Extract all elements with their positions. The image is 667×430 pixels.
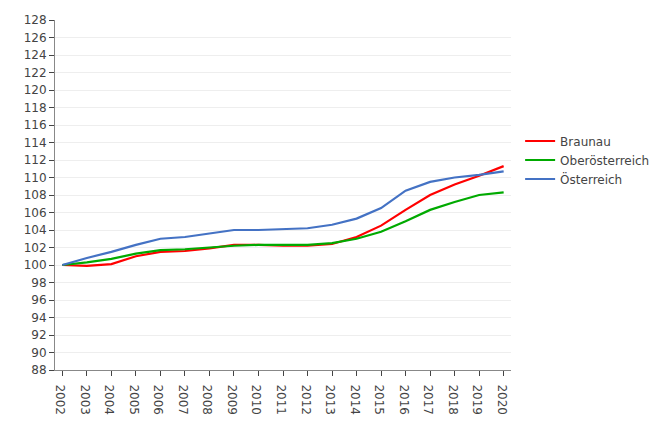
svg-text:124: 124 [24, 48, 47, 62]
svg-text:100: 100 [24, 258, 47, 272]
svg-text:Österreich: Österreich [560, 171, 622, 187]
svg-text:2019: 2019 [470, 384, 484, 415]
svg-text:110: 110 [24, 171, 47, 185]
svg-text:116: 116 [24, 118, 47, 132]
svg-text:128: 128 [24, 13, 47, 27]
svg-text:Braunau: Braunau [560, 135, 611, 149]
svg-text:2008: 2008 [200, 384, 214, 415]
svg-text:90: 90 [31, 346, 46, 360]
svg-text:2006: 2006 [151, 384, 165, 415]
svg-text:2002: 2002 [53, 384, 67, 415]
svg-text:108: 108 [24, 188, 47, 202]
svg-text:92: 92 [31, 328, 46, 342]
svg-text:2020: 2020 [495, 384, 509, 415]
svg-text:2015: 2015 [372, 384, 386, 415]
svg-text:2017: 2017 [421, 384, 435, 415]
svg-text:120: 120 [24, 83, 47, 97]
svg-text:2016: 2016 [397, 384, 411, 415]
svg-text:104: 104 [24, 223, 47, 237]
svg-text:102: 102 [24, 241, 47, 255]
svg-text:2005: 2005 [127, 384, 141, 415]
svg-text:88: 88 [31, 363, 46, 377]
svg-text:118: 118 [24, 101, 47, 115]
svg-text:2009: 2009 [225, 384, 239, 415]
svg-text:112: 112 [24, 153, 47, 167]
svg-text:98: 98 [31, 276, 46, 290]
svg-text:122: 122 [24, 66, 47, 80]
svg-text:96: 96 [31, 293, 46, 307]
svg-text:94: 94 [31, 311, 46, 325]
svg-text:2014: 2014 [348, 384, 362, 415]
svg-text:2018: 2018 [446, 384, 460, 415]
svg-text:2004: 2004 [102, 384, 116, 415]
svg-text:2007: 2007 [176, 384, 190, 415]
svg-text:2003: 2003 [78, 384, 92, 415]
svg-text:126: 126 [24, 31, 47, 45]
svg-text:2013: 2013 [323, 384, 337, 415]
svg-text:106: 106 [24, 206, 47, 220]
svg-text:Oberösterreich: Oberösterreich [560, 154, 649, 168]
svg-text:114: 114 [24, 136, 47, 150]
svg-text:2012: 2012 [299, 384, 313, 415]
svg-text:2010: 2010 [249, 384, 263, 415]
svg-text:2011: 2011 [274, 384, 288, 415]
